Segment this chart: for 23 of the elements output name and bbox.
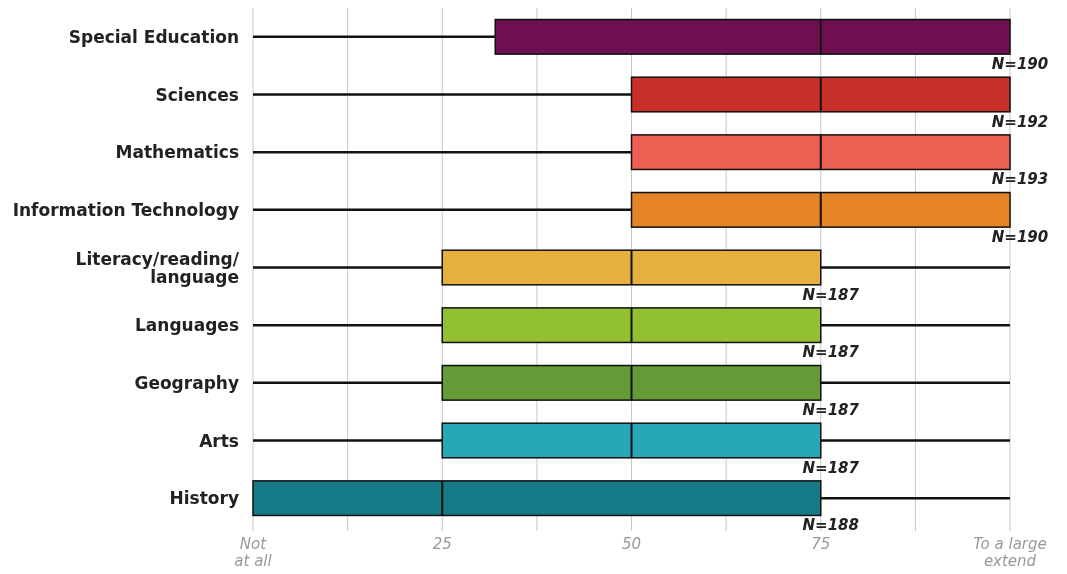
annotation: N=187 bbox=[802, 401, 860, 420]
y-tick-label: Languages bbox=[135, 315, 239, 336]
annotation: N=188 bbox=[802, 516, 859, 535]
annotation: N=192 bbox=[991, 112, 1049, 131]
x-tick-label: 75 bbox=[811, 535, 831, 553]
y-tick-label: Special Education bbox=[68, 26, 239, 47]
annotation: N=187 bbox=[802, 285, 860, 304]
y-tick-label: Mathematics bbox=[115, 142, 239, 163]
y-tick-label: History bbox=[169, 488, 239, 509]
y-tick-label: Arts bbox=[199, 430, 239, 451]
x-tick-label: 25 bbox=[432, 535, 452, 553]
annotation: N=193 bbox=[991, 170, 1049, 189]
annotation: N=187 bbox=[802, 458, 860, 477]
y-tick-label: Information Technology bbox=[12, 199, 239, 220]
y-tick-label: Sciences bbox=[155, 84, 239, 105]
annotation: N=190 bbox=[991, 228, 1049, 247]
x-tick-label: 50 bbox=[621, 535, 642, 553]
x-tick-label: Not at all bbox=[234, 535, 273, 570]
y-tick-label: Literacy/reading/ language bbox=[75, 248, 240, 287]
x-tick-label: To a large extend bbox=[973, 535, 1047, 570]
y-tick-label: Geography bbox=[134, 372, 239, 393]
annotation: N=187 bbox=[802, 343, 860, 362]
annotation: N=190 bbox=[991, 55, 1049, 74]
